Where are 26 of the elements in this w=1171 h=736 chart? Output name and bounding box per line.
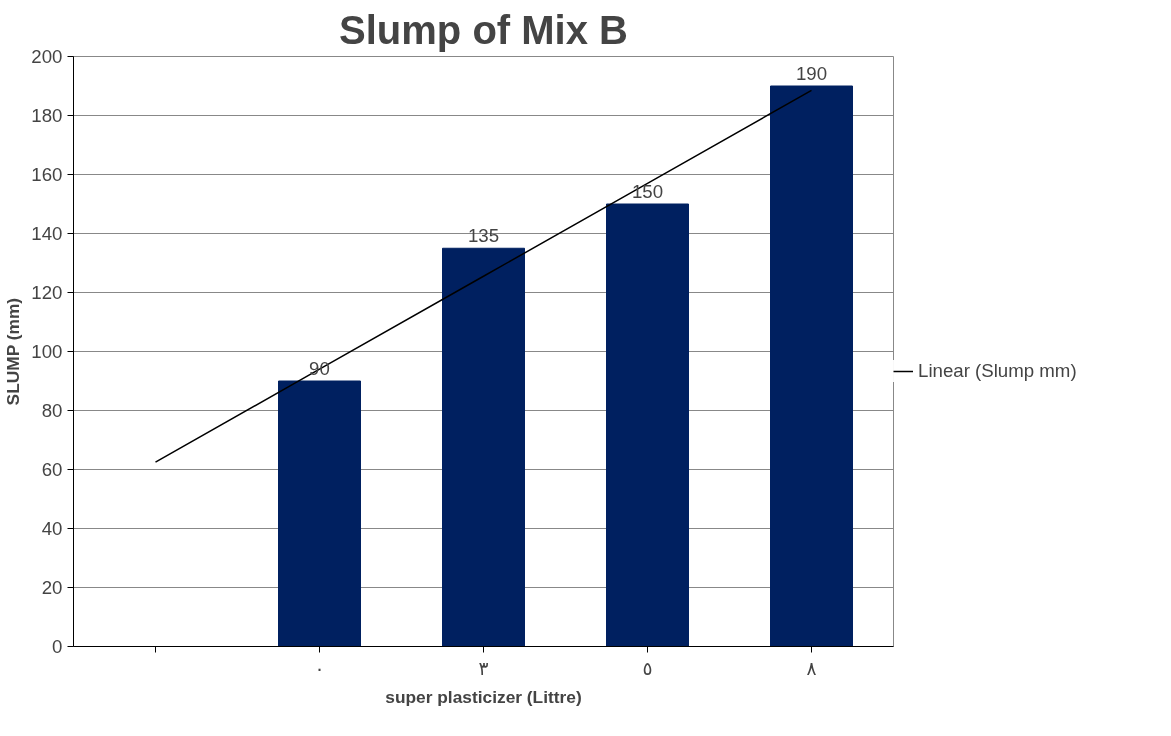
x-tick-label: ٥: [642, 657, 653, 679]
bar: [278, 380, 361, 647]
line-series: [154, 89, 813, 463]
bar: [770, 85, 853, 647]
chart-title: Slump of Mix B: [339, 7, 628, 52]
y-tick-label: 160: [31, 164, 63, 185]
x-tick-label: ٨: [806, 657, 817, 679]
bar: [442, 247, 525, 647]
y-tick-label: 140: [31, 223, 63, 244]
y-tick-label: 40: [41, 518, 63, 539]
x-tick-label: ٠: [314, 657, 325, 679]
y-tick-label: 180: [31, 105, 63, 126]
y-tick-label: 120: [31, 282, 63, 303]
y-tick-label: 20: [41, 577, 63, 598]
data-label: 190: [795, 63, 828, 84]
y-axis-title: SLUMP (mm): [3, 297, 24, 406]
x-tick-label: ٣: [478, 657, 489, 679]
legend-label: Linear (Slump mm): [918, 360, 1077, 382]
y-tick-label: 60: [41, 459, 63, 480]
y-tick-label: 0: [52, 636, 63, 657]
bar: [606, 203, 689, 647]
data-label: 150: [631, 181, 664, 202]
y-tick-label: 100: [31, 341, 63, 362]
y-tick-label: 80: [41, 400, 63, 421]
y-tick-label: 200: [31, 46, 63, 67]
x-axis-title: super plasticizer (Littre): [385, 686, 582, 707]
